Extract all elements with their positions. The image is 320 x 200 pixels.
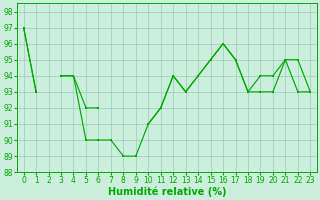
X-axis label: Humidité relative (%): Humidité relative (%) (108, 186, 226, 197)
